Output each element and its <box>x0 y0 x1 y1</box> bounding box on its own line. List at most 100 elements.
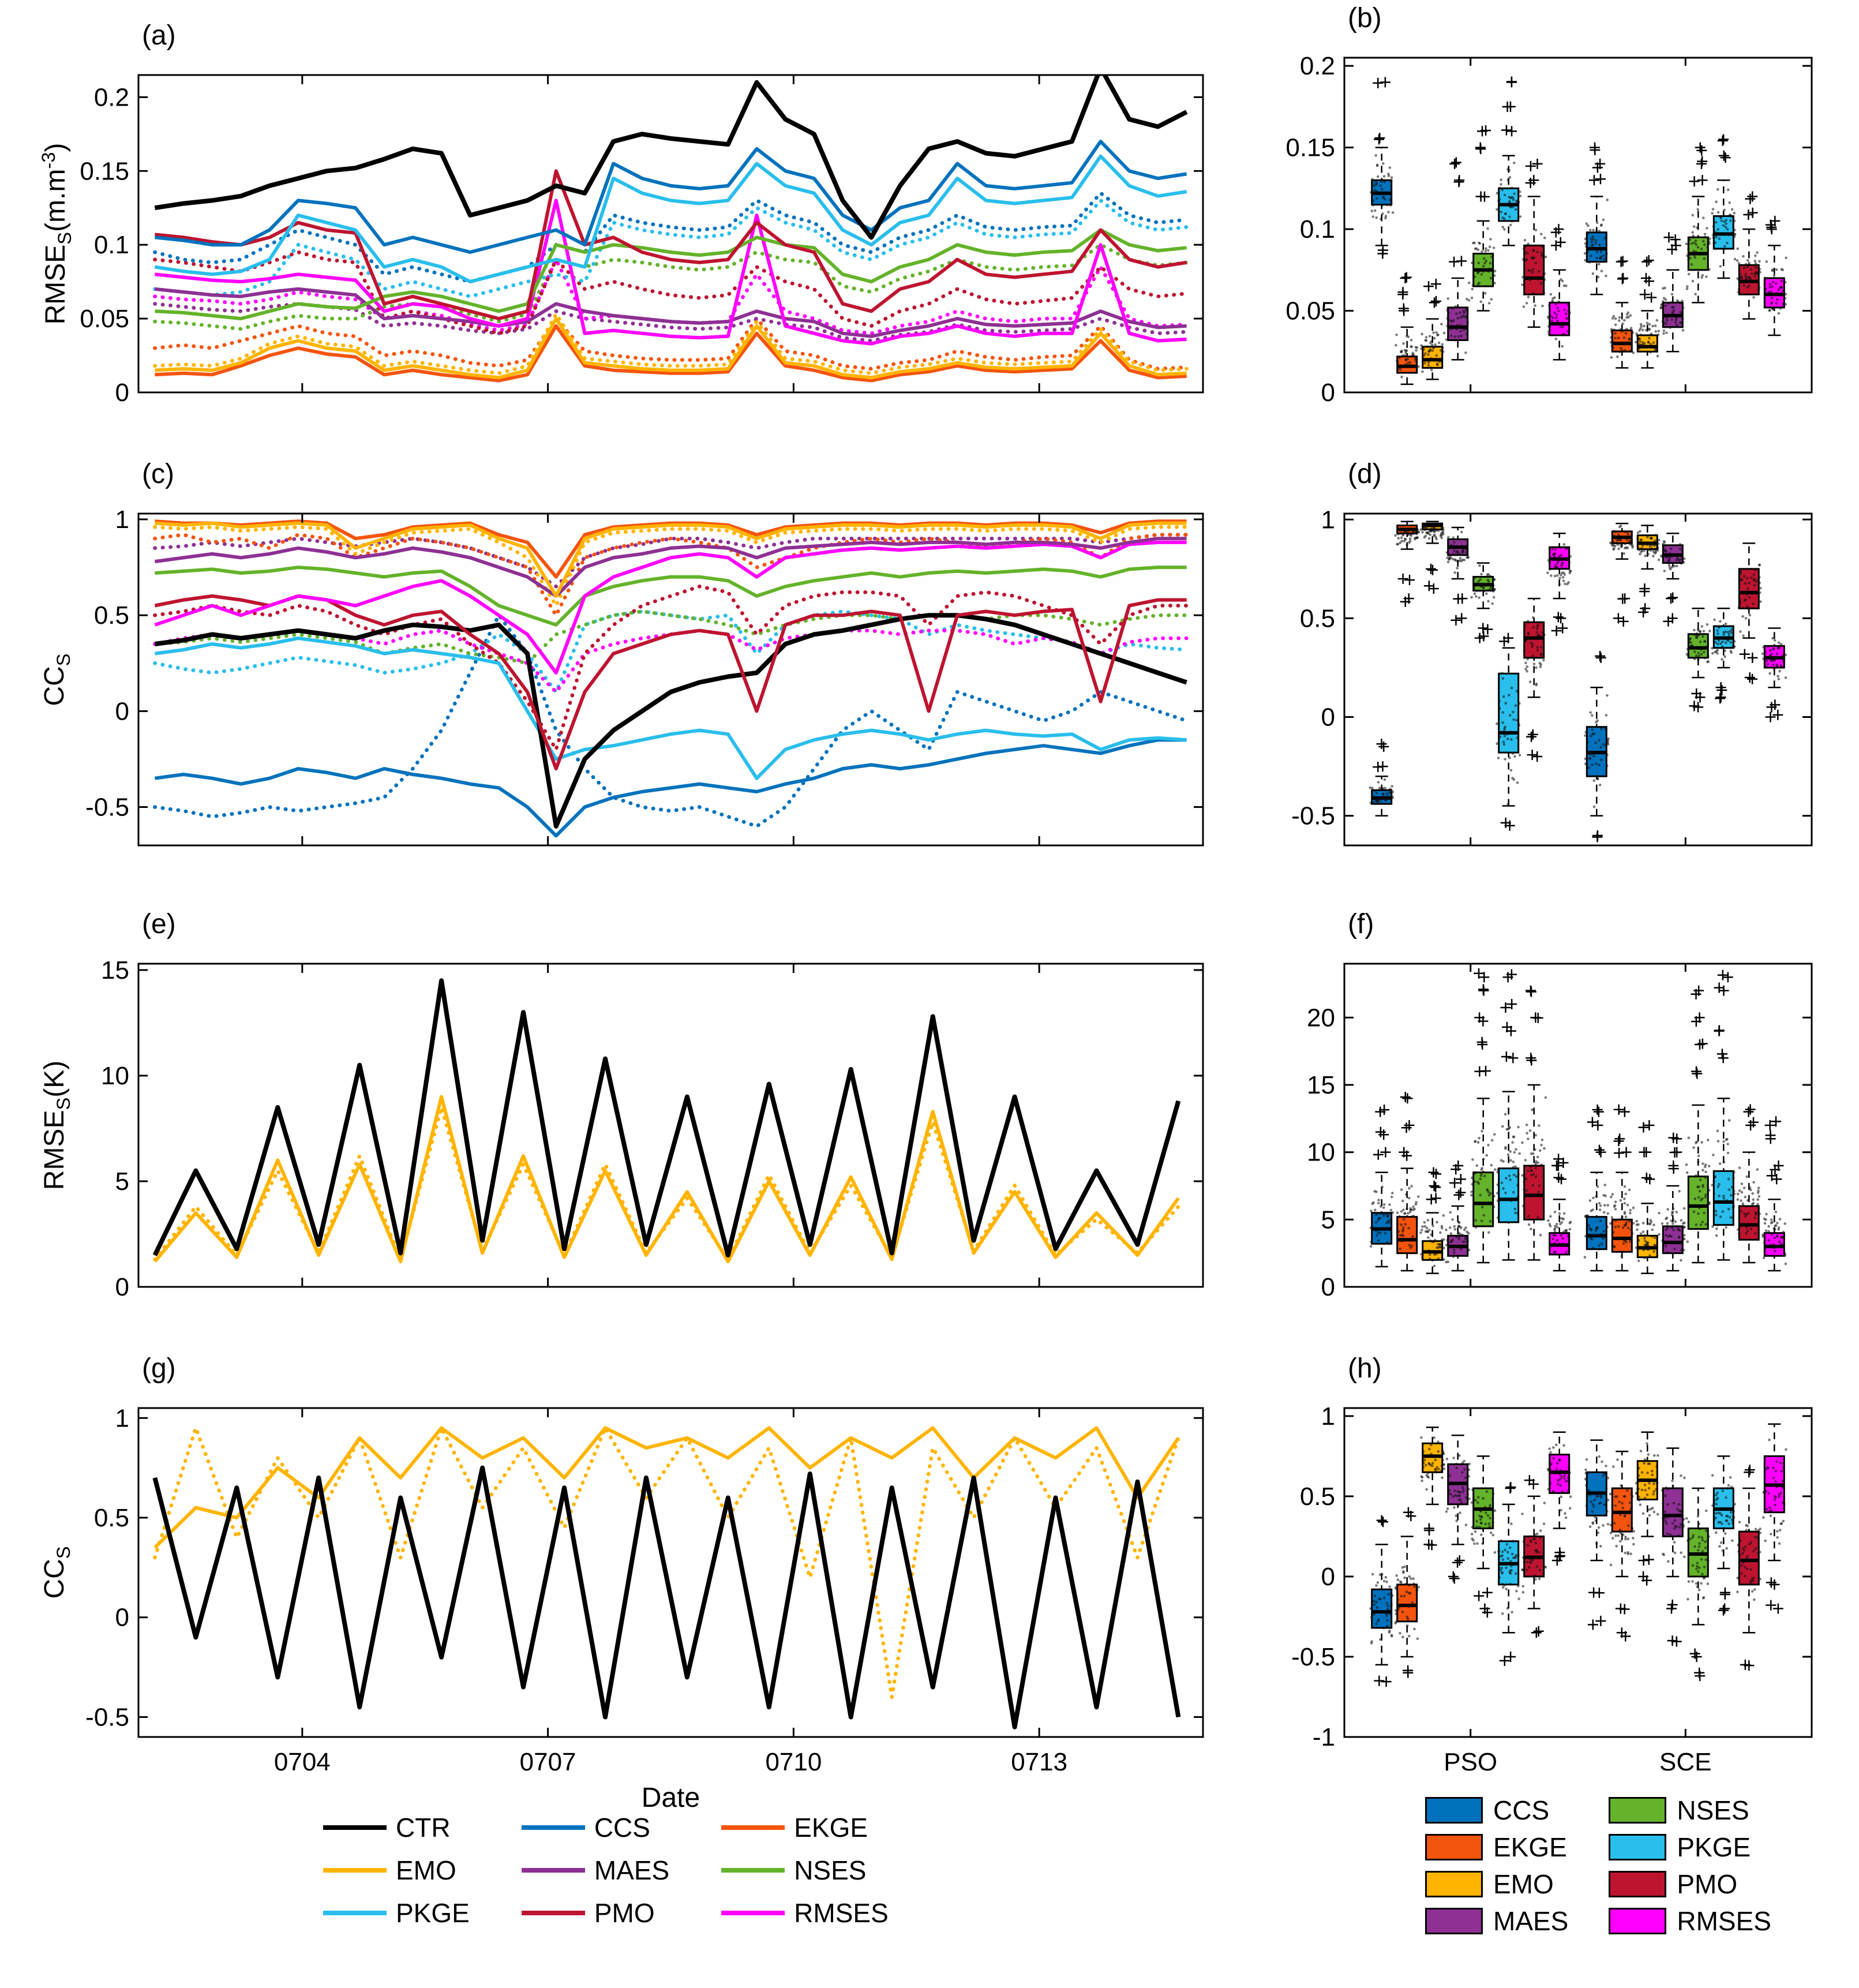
data-dot <box>1594 1229 1598 1232</box>
data-dot <box>1535 631 1539 634</box>
data-dot <box>1682 560 1685 564</box>
data-dot <box>1652 1223 1655 1226</box>
data-dot <box>1714 641 1717 644</box>
data-dot <box>1414 358 1417 361</box>
data-dot <box>1483 261 1486 265</box>
data-dot <box>1394 534 1397 537</box>
data-dot <box>1650 547 1653 550</box>
data-dot <box>1453 1506 1456 1509</box>
data-dot <box>1551 1237 1555 1241</box>
data-dot <box>1744 1545 1747 1548</box>
data-dot <box>1395 1620 1397 1623</box>
data-dot <box>1378 1227 1381 1230</box>
data-dot <box>1420 1253 1423 1256</box>
data-dot <box>1639 1503 1642 1506</box>
data-dot <box>1478 1137 1481 1140</box>
data-dot <box>1589 711 1592 714</box>
data-dot <box>1433 1436 1436 1439</box>
data-dot <box>1512 196 1515 199</box>
data-dot <box>1446 309 1449 312</box>
data-dot <box>1590 752 1594 756</box>
data-dot <box>1649 549 1652 552</box>
data-dot <box>1591 763 1594 766</box>
data-dot <box>1591 1510 1594 1513</box>
data-dot <box>1461 1240 1464 1243</box>
data-dot <box>1426 1475 1429 1478</box>
data-dot <box>1718 1507 1721 1510</box>
data-dot <box>1769 1514 1772 1518</box>
data-dot <box>1396 1222 1399 1225</box>
data-dot <box>1539 282 1543 285</box>
data-dot <box>1414 1203 1418 1206</box>
data-dot <box>1544 1096 1547 1099</box>
data-dot <box>1600 758 1603 762</box>
data-dot <box>1625 1241 1628 1244</box>
y-axis-title-segment: (m.m <box>40 169 72 232</box>
data-dot <box>1713 618 1716 622</box>
data-dot <box>1697 1185 1700 1188</box>
axes-background <box>138 1408 1203 1737</box>
data-dot <box>1459 330 1462 333</box>
data-dot <box>1784 653 1787 657</box>
data-dot <box>1592 1234 1595 1237</box>
data-dot <box>1635 340 1637 344</box>
data-dot <box>1446 317 1449 320</box>
data-dot <box>1385 1212 1388 1215</box>
data-dot <box>1776 298 1779 301</box>
data-dot <box>1659 306 1663 309</box>
data-dot <box>1765 260 1768 263</box>
data-dot <box>1782 654 1785 657</box>
data-dot <box>1382 792 1385 795</box>
data-dot <box>1501 1612 1504 1615</box>
data-dot <box>1665 1522 1668 1525</box>
data-dot <box>1457 1499 1461 1502</box>
data-dot <box>1591 244 1594 247</box>
data-dot <box>1697 1536 1701 1538</box>
data-dot <box>1714 247 1716 250</box>
axes-box <box>1343 1407 1813 1738</box>
data-dot <box>1606 1225 1609 1229</box>
data-dot <box>1777 288 1780 291</box>
data-dot <box>1386 1624 1389 1628</box>
data-dot <box>1680 562 1683 565</box>
data-dot <box>1778 1240 1781 1243</box>
data-dot <box>1504 1548 1506 1552</box>
data-dot <box>1451 1238 1454 1241</box>
data-dot <box>1565 284 1568 287</box>
data-dot <box>1604 727 1607 731</box>
data-dot <box>1449 1232 1453 1235</box>
data-dot <box>1371 215 1374 218</box>
data-dot <box>1524 1177 1528 1181</box>
data-dot <box>1643 1462 1646 1465</box>
data-dot <box>1493 282 1496 284</box>
data-dot <box>1509 731 1512 733</box>
data-dot <box>1401 365 1405 368</box>
data-dot <box>1498 198 1501 201</box>
data-dot <box>1448 1244 1451 1248</box>
data-dot <box>1743 1212 1746 1215</box>
data-dot <box>1543 272 1546 275</box>
group-label: SCE <box>1659 1748 1711 1776</box>
data-dot <box>1771 268 1774 271</box>
data-dot <box>1655 1488 1658 1491</box>
data-dot <box>1557 1482 1560 1485</box>
data-dot <box>1415 1619 1418 1622</box>
data-dot <box>1483 257 1486 260</box>
data-dot <box>1618 316 1621 319</box>
data-dot <box>1519 194 1522 198</box>
y-tick-label: 0.5 <box>1300 604 1335 632</box>
data-dot <box>1618 1530 1621 1533</box>
data-dot <box>1687 1580 1691 1583</box>
data-dot <box>1775 1460 1778 1463</box>
data-dot <box>1481 1515 1483 1518</box>
data-dot <box>1602 254 1605 257</box>
data-dot <box>1407 1592 1411 1594</box>
y-axis-title-segment: ) <box>40 143 72 152</box>
data-dot <box>1774 1469 1778 1473</box>
data-dot <box>1508 215 1511 218</box>
data-dot <box>1430 343 1434 346</box>
data-dot <box>1508 757 1511 759</box>
data-dot <box>1561 333 1564 336</box>
data-dot <box>1528 1129 1532 1132</box>
y-tick-label: 1 <box>115 506 129 534</box>
